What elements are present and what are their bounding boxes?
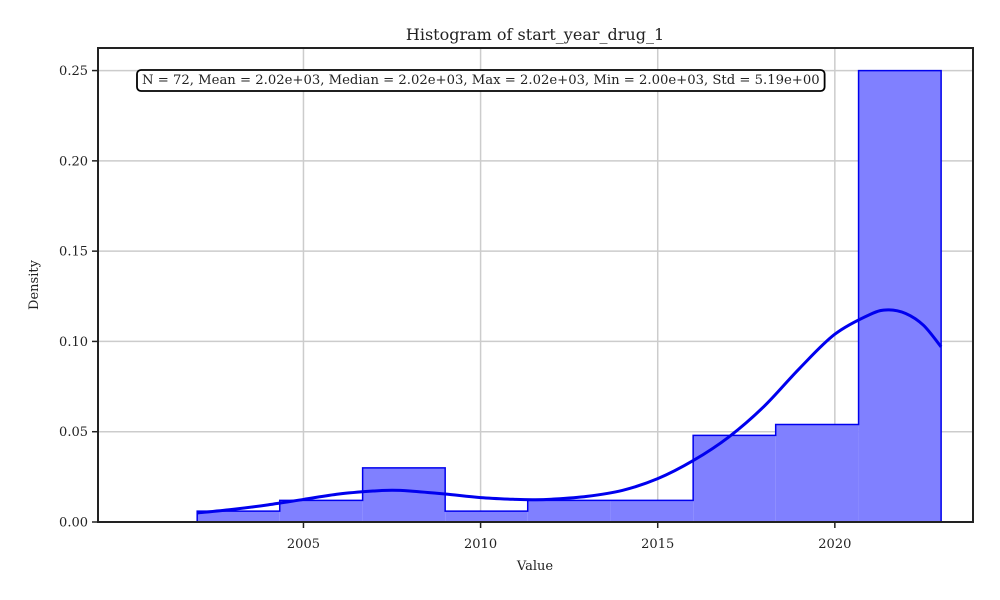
y-tick-label: 0.20 — [59, 154, 88, 169]
axes-frame — [97, 47, 974, 523]
histogram-bar — [197, 511, 280, 522]
histogram-bar — [693, 435, 776, 522]
histogram-bar — [445, 511, 528, 522]
y-tick-label: 0.10 — [59, 335, 88, 350]
chart-title: Histogram of start_year_drug_1 — [406, 25, 664, 44]
histogram-bar — [362, 467, 446, 522]
histogram-bar — [527, 500, 611, 522]
x-tick-label: 2010 — [464, 537, 497, 552]
x-axis-label: Value — [516, 559, 553, 574]
histogram-bar — [610, 500, 694, 522]
histogram-bar — [775, 424, 859, 522]
kde-curve — [197, 308, 943, 515]
y-tick-label: 0.05 — [59, 425, 88, 440]
axis-ticks: 2005 2010 2015 2020 0.00 0.05 0.10 0.15 0.20 0.25 — [59, 64, 851, 552]
kde-curve-group — [197, 308, 943, 515]
histogram-bars — [196, 69, 942, 523]
histogram-bar — [858, 70, 942, 523]
x-tick-label: 2005 — [287, 537, 320, 552]
y-tick-label: 0.00 — [59, 516, 88, 531]
stats-annotation-text: N = 72, Mean = 2.02e+03, Median = 2.02e+… — [142, 73, 820, 88]
x-tick-label: 2020 — [818, 537, 851, 552]
y-tick-label: 0.25 — [59, 64, 88, 79]
stats-annotation: N = 72, Mean = 2.02e+03, Median = 2.02e+… — [136, 69, 826, 92]
y-tick-label: 0.15 — [59, 245, 88, 260]
stats-annotation-box — [136, 69, 826, 92]
histogram-bar — [279, 500, 363, 522]
x-tick-label: 2015 — [641, 537, 674, 552]
y-axis-label: Density — [27, 259, 42, 310]
